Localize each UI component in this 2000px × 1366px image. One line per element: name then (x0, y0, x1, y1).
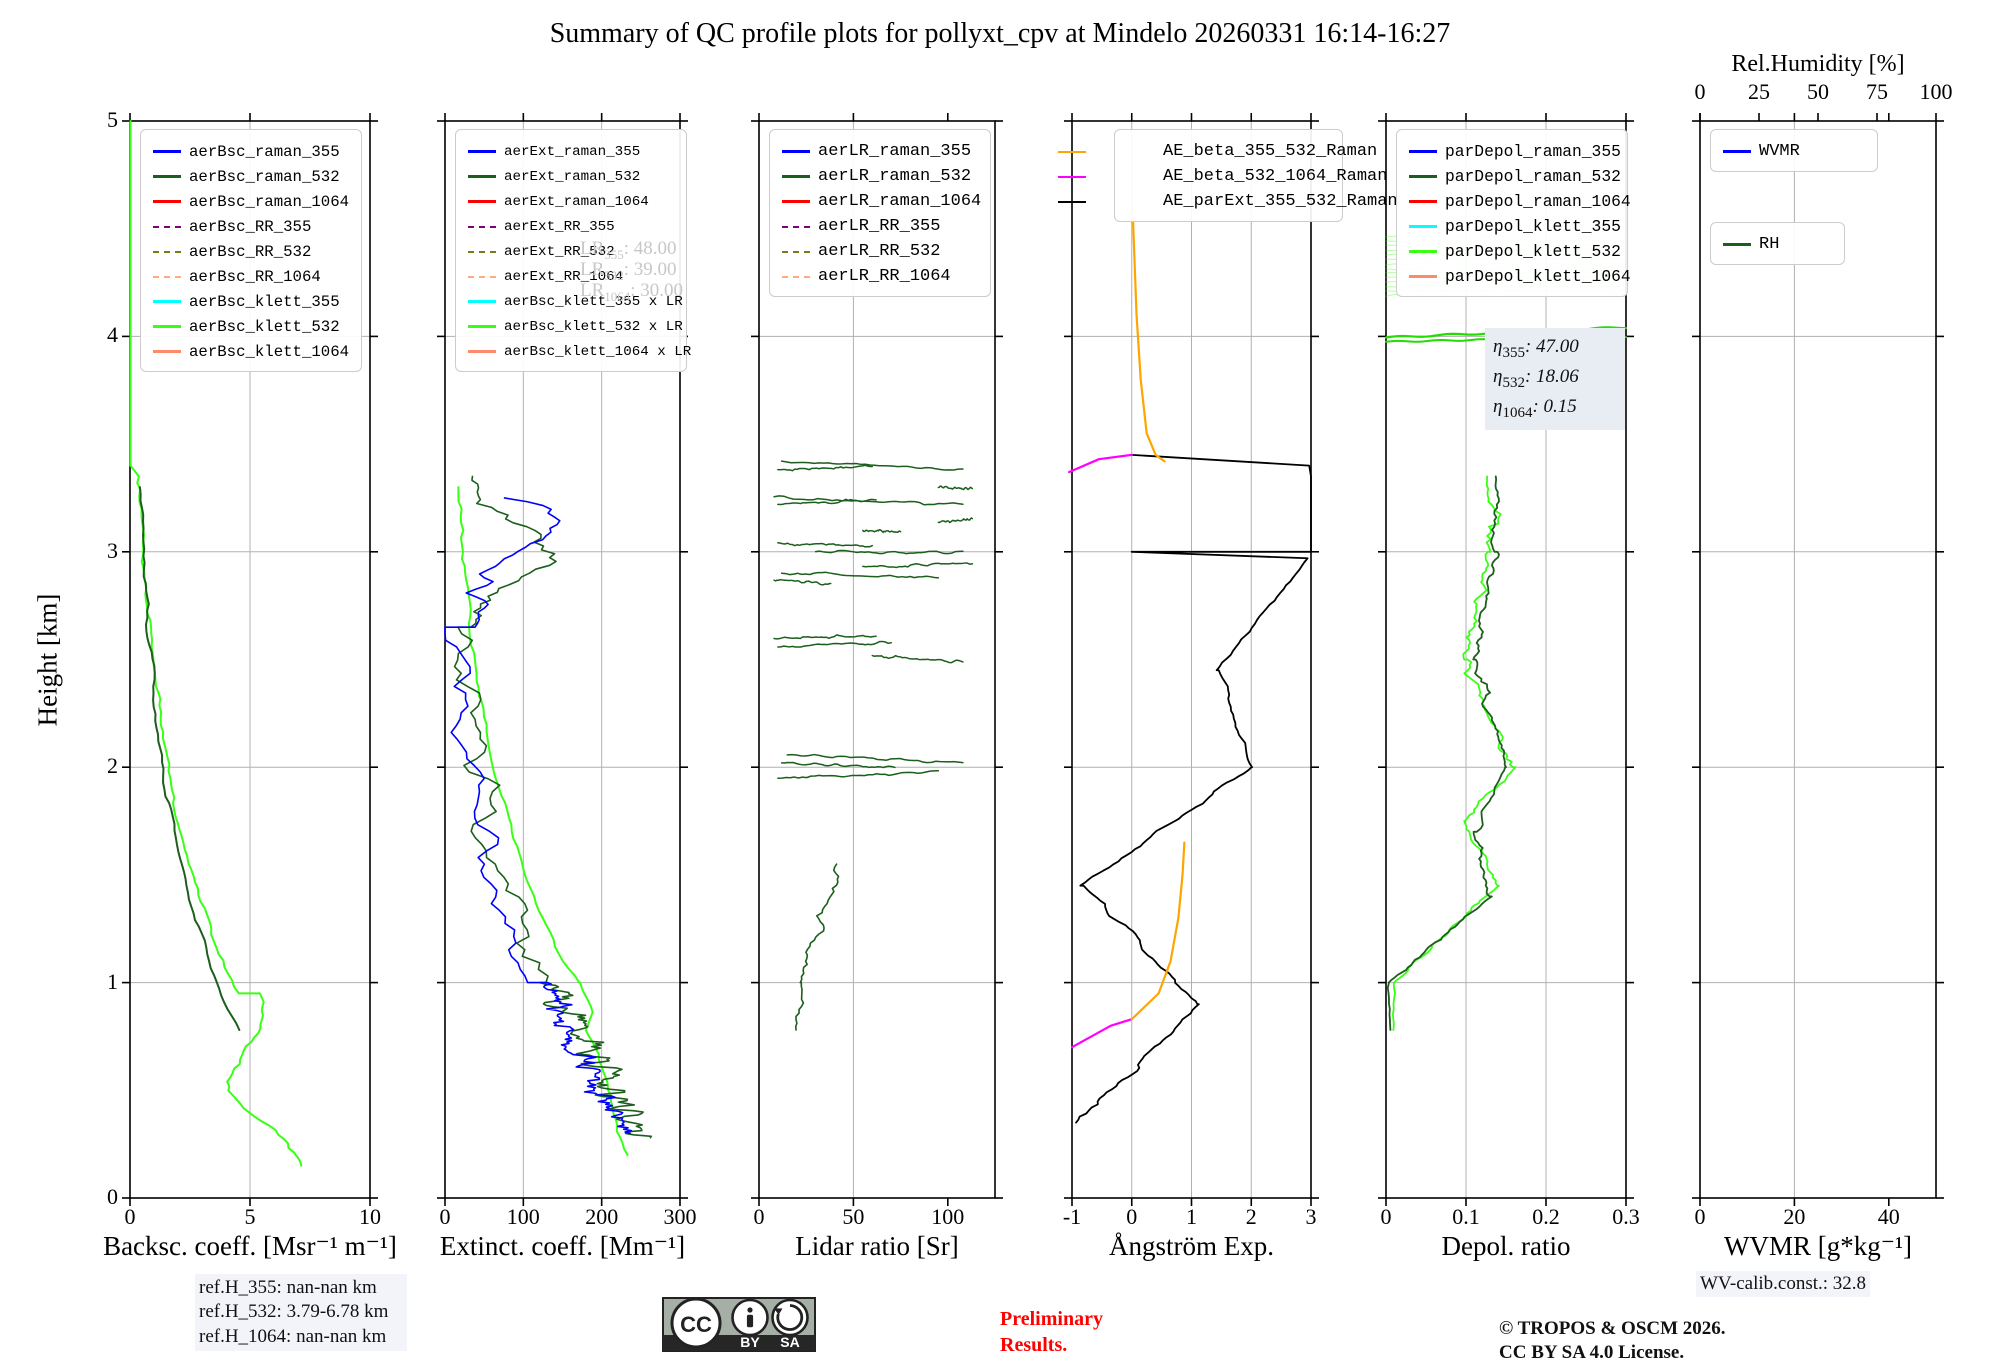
svg-text:SA: SA (780, 1334, 799, 1350)
svg-text:BY: BY (740, 1334, 760, 1350)
svg-text:CC: CC (680, 1312, 712, 1337)
